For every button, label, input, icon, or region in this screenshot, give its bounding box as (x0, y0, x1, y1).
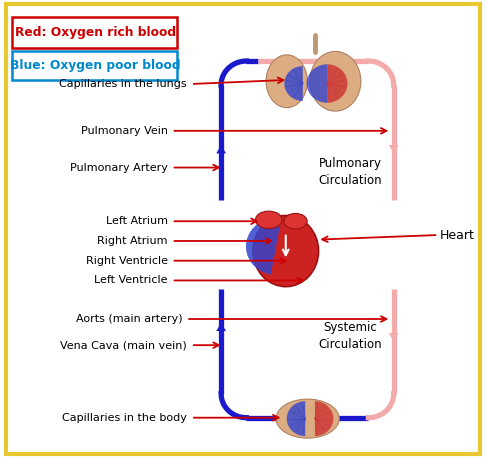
Wedge shape (307, 64, 327, 103)
Text: Pulmonary Artery: Pulmonary Artery (70, 162, 168, 173)
Ellipse shape (284, 213, 307, 229)
Text: Blue: Oxygen poor blood: Blue: Oxygen poor blood (10, 59, 181, 72)
FancyBboxPatch shape (12, 51, 177, 80)
Text: Right Ventricle: Right Ventricle (86, 256, 168, 266)
Text: Left Atrium: Left Atrium (105, 216, 168, 226)
Text: Red: Oxygen rich blood: Red: Oxygen rich blood (15, 26, 176, 39)
Text: Heart: Heart (440, 229, 475, 241)
Text: Pulmonary Vein: Pulmonary Vein (81, 126, 168, 136)
Text: Left Ventricle: Left Ventricle (94, 275, 168, 285)
Ellipse shape (255, 211, 282, 229)
Wedge shape (315, 401, 333, 436)
Wedge shape (284, 66, 303, 101)
Wedge shape (327, 64, 347, 103)
Wedge shape (287, 401, 305, 436)
Text: Pulmonary
Circulation: Pulmonary Circulation (318, 157, 382, 187)
Text: Systemic
Circulation: Systemic Circulation (318, 321, 382, 351)
Text: Aorts (main artery): Aorts (main artery) (76, 314, 182, 324)
Wedge shape (246, 218, 281, 274)
Text: Vena Cava (main vein): Vena Cava (main vein) (60, 340, 187, 350)
Text: Right Atrium: Right Atrium (97, 236, 168, 246)
Ellipse shape (310, 51, 361, 111)
Ellipse shape (253, 215, 319, 286)
Text: Capillaries in the body: Capillaries in the body (62, 413, 187, 423)
FancyBboxPatch shape (6, 4, 480, 454)
Ellipse shape (276, 399, 339, 438)
Text: Capillaries in the lungs: Capillaries in the lungs (59, 79, 187, 89)
Ellipse shape (266, 55, 307, 107)
FancyBboxPatch shape (12, 17, 177, 48)
